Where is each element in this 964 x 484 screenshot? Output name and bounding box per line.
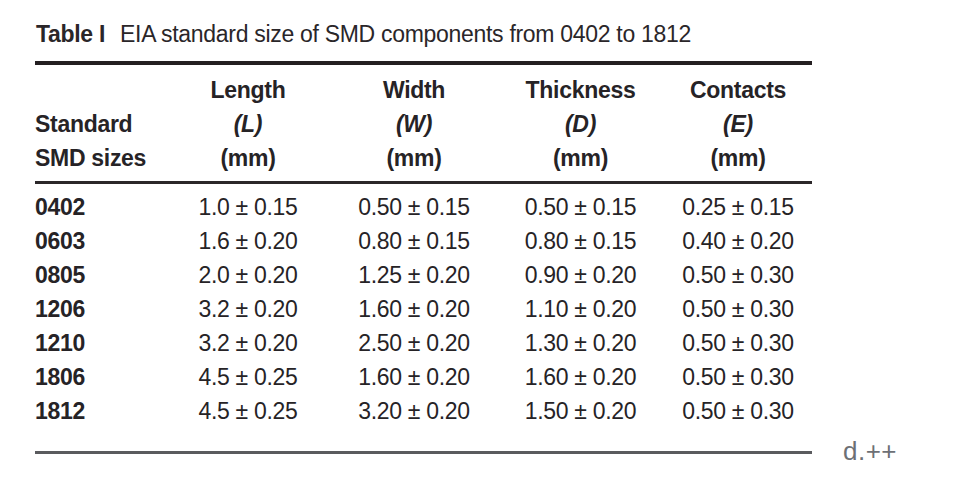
table-row-1806: 1806 4.5 ± 0.25 1.60 ± 0.20 1.60 ± 0.20 … — [35, 360, 812, 394]
table-caption: EIA standard size of SMD components from… — [120, 21, 691, 47]
table-row-0402: 0402 1.0 ± 0.15 0.50 ± 0.15 0.50 ± 0.15 … — [35, 190, 812, 224]
table-row-1812: 1812 4.5 ± 0.25 3.20 ± 0.20 1.50 ± 0.20 … — [35, 394, 812, 428]
cell-size: 0805 — [35, 258, 165, 292]
header-name: Width — [331, 73, 497, 107]
header-unit: (mm) — [497, 141, 664, 175]
cell-contacts: 0.25 ± 0.15 — [664, 190, 812, 224]
header-symbol: (E) — [664, 107, 812, 141]
header-line: Standard — [35, 107, 165, 141]
cell-thickness: 1.10 ± 0.20 — [497, 292, 664, 326]
header-thickness: Thickness (D) (mm) — [497, 73, 664, 175]
cell-contacts: 0.40 ± 0.20 — [664, 224, 812, 258]
cell-length: 4.5 ± 0.25 — [165, 360, 331, 394]
cell-length: 4.5 ± 0.25 — [165, 394, 331, 428]
cell-length: 1.0 ± 0.15 — [165, 190, 331, 224]
header-unit: (mm) — [331, 141, 497, 175]
table-bottom-rule — [35, 451, 812, 454]
cell-thickness: 0.80 ± 0.15 — [497, 224, 664, 258]
annotation-note: d.++ — [843, 436, 897, 467]
header-name: Length — [165, 73, 331, 107]
cell-width: 1.60 ± 0.20 — [331, 292, 497, 326]
cell-size: 1206 — [35, 292, 165, 326]
table-row-0603: 0603 1.6 ± 0.20 0.80 ± 0.15 0.80 ± 0.15 … — [35, 224, 812, 258]
cell-size: 1210 — [35, 326, 165, 360]
header-unit: (mm) — [664, 141, 812, 175]
cell-contacts: 0.50 ± 0.30 — [664, 326, 812, 360]
table-body: 0402 1.0 ± 0.15 0.50 ± 0.15 0.50 ± 0.15 … — [35, 184, 812, 451]
cell-thickness: 0.50 ± 0.15 — [497, 190, 664, 224]
cell-size: 1806 — [35, 360, 165, 394]
header-standard-smd-sizes: Standard SMD sizes — [35, 73, 165, 175]
cell-width: 3.20 ± 0.20 — [331, 394, 497, 428]
cell-length: 1.6 ± 0.20 — [165, 224, 331, 258]
cell-contacts: 0.50 ± 0.30 — [664, 360, 812, 394]
cell-width: 1.60 ± 0.20 — [331, 360, 497, 394]
header-length: Length (L) (mm) — [165, 73, 331, 175]
header-width: Width (W) (mm) — [331, 73, 497, 175]
header-name: Thickness — [497, 73, 664, 107]
header-unit: (mm) — [165, 141, 331, 175]
cell-size: 0402 — [35, 190, 165, 224]
table-row-0805: 0805 2.0 ± 0.20 1.25 ± 0.20 0.90 ± 0.20 … — [35, 258, 812, 292]
cell-size: 0603 — [35, 224, 165, 258]
header-contacts: Contacts (E) (mm) — [664, 73, 812, 175]
table-title: Table I EIA standard size of SMD componen… — [36, 21, 691, 48]
cell-width: 1.25 ± 0.20 — [331, 258, 497, 292]
table-label: Table I — [36, 21, 105, 47]
smd-sizes-table: Standard SMD sizes Length (L) (mm) Width… — [35, 61, 812, 454]
cell-thickness: 0.90 ± 0.20 — [497, 258, 664, 292]
cell-thickness: 1.50 ± 0.20 — [497, 394, 664, 428]
cell-length: 2.0 ± 0.20 — [165, 258, 331, 292]
table-row-1210: 1210 3.2 ± 0.20 2.50 ± 0.20 1.30 ± 0.20 … — [35, 326, 812, 360]
header-symbol: (L) — [165, 107, 331, 141]
cell-contacts: 0.50 ± 0.30 — [664, 394, 812, 428]
cell-contacts: 0.50 ± 0.30 — [664, 292, 812, 326]
cell-length: 3.2 ± 0.20 — [165, 326, 331, 360]
cell-width: 2.50 ± 0.20 — [331, 326, 497, 360]
header-name: Contacts — [664, 73, 812, 107]
header-symbol: (W) — [331, 107, 497, 141]
table-row-1206: 1206 3.2 ± 0.20 1.60 ± 0.20 1.10 ± 0.20 … — [35, 292, 812, 326]
cell-width: 0.50 ± 0.15 — [331, 190, 497, 224]
cell-length: 3.2 ± 0.20 — [165, 292, 331, 326]
header-symbol: (D) — [497, 107, 664, 141]
cell-thickness: 1.30 ± 0.20 — [497, 326, 664, 360]
cell-contacts: 0.50 ± 0.30 — [664, 258, 812, 292]
table-header-row: Standard SMD sizes Length (L) (mm) Width… — [35, 65, 812, 181]
cell-width: 0.80 ± 0.15 — [331, 224, 497, 258]
cell-size: 1812 — [35, 394, 165, 428]
header-line: SMD sizes — [35, 141, 165, 175]
cell-thickness: 1.60 ± 0.20 — [497, 360, 664, 394]
